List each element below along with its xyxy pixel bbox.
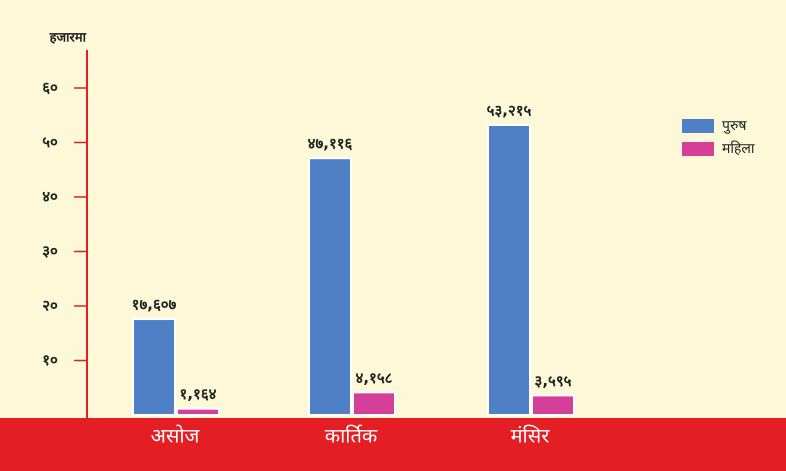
y-tick-label: ३० [42,242,58,260]
value-label: १,१६४ [180,385,217,403]
legend-label: महिला [722,140,755,157]
y-tick-label: ५० [42,133,58,151]
legend-swatch [682,142,714,156]
bar [487,123,531,417]
bar [132,318,176,416]
bar [176,407,220,416]
bar [352,391,396,416]
value-label: ३,५९५ [535,372,572,390]
x-tick-label: कार्तिक [325,424,378,448]
y-tick-label: २० [42,297,58,315]
y-tick-label: १० [42,351,58,369]
category-band [0,418,786,471]
value-label: ४,१५८ [356,369,393,387]
x-tick-label: असोज [151,424,201,448]
legend-label: पुरुष [722,118,747,134]
y-tick-label: ६० [42,79,58,97]
value-label: १७,६०७ [132,296,177,314]
x-tick-label: मंसिर [511,424,551,448]
y-tick-label: ४० [42,188,58,206]
bar [308,157,352,416]
y-axis-label: हजारमा [49,31,87,46]
legend-swatch [682,119,714,133]
value-label: ५३,२१५ [487,101,532,119]
value-label: ४७,११६ [308,135,353,153]
bar [531,394,575,417]
